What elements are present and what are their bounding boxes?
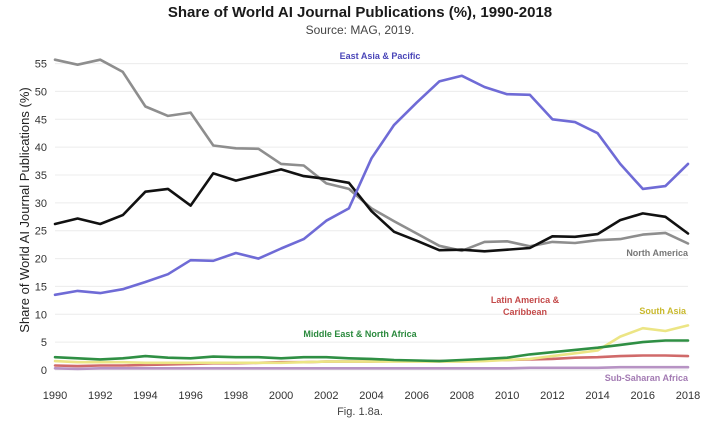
- series-line-middle-east-and-north-africa: [53, 339, 690, 363]
- series-label-caribbean: Caribbean: [503, 307, 547, 317]
- x-tick-label: 2010: [495, 390, 519, 402]
- y-tick-label: 50: [35, 86, 47, 98]
- y-tick-label: 10: [35, 309, 47, 321]
- series-lines: [53, 58, 690, 371]
- figure-caption: Fig. 1.8a.: [337, 406, 383, 418]
- series-line-unlabeled: [53, 168, 690, 253]
- x-tick-label: 1992: [88, 390, 112, 402]
- x-axis-ticks: 1990 1992 1994 1996 1998 2000 2002 2004 2006 2008…: [43, 390, 700, 402]
- series-label-east-asia-and-pacific: East Asia & Pacific: [340, 51, 421, 61]
- x-tick-label: 2014: [585, 390, 609, 402]
- y-tick-label: 15: [35, 281, 47, 293]
- x-tick-label: 1994: [133, 390, 157, 402]
- x-tick-label: 2012: [540, 390, 564, 402]
- x-tick-label: 1996: [178, 390, 202, 402]
- series-line-east-asia-and-pacific: [53, 74, 690, 297]
- y-tick-label: 5: [41, 337, 47, 349]
- series-line-north-america: [53, 58, 690, 253]
- y-axis-label: Share of World AI Journal Publications (…: [17, 87, 32, 332]
- x-tick-label: 2000: [269, 390, 293, 402]
- chart-title: Share of World AI Journal Publications (…: [167, 4, 553, 21]
- x-tick-label: 2008: [450, 390, 474, 402]
- y-tick-label: 35: [35, 170, 47, 182]
- y-tick-label: 55: [35, 59, 47, 71]
- series-label-middle-east-and-north-africa: Middle East & North Africa: [303, 329, 417, 339]
- series-label-sub-saharan-africa: Sub-Saharan Africa: [605, 373, 689, 383]
- y-tick-label: 45: [35, 114, 47, 126]
- y-tick-label: 0: [41, 365, 47, 377]
- x-tick-label: 2018: [676, 390, 700, 402]
- y-tick-label: 20: [35, 254, 47, 266]
- series-label-latin-america-and: Latin America &: [491, 295, 560, 305]
- x-tick-label: 1990: [43, 390, 67, 402]
- series-labels: East Asia & Pacific North America Latin Am…: [303, 51, 689, 383]
- y-tick-label: 40: [35, 142, 47, 154]
- series-line-south-asia: [53, 324, 690, 365]
- series-label-north-america: North America: [626, 248, 689, 258]
- chart-subtitle: Source: MAG, 2019.: [305, 23, 415, 37]
- y-axis-ticks: 0 5 10 15 20 25 30 35 40 45 50 55: [35, 59, 47, 377]
- y-tick-label: 25: [35, 226, 47, 238]
- x-tick-label: 1998: [224, 390, 248, 402]
- y-tick-label: 30: [35, 198, 47, 210]
- x-tick-label: 2016: [631, 390, 655, 402]
- gridlines: [55, 63, 688, 371]
- x-tick-label: 2006: [404, 390, 428, 402]
- x-tick-label: 2004: [359, 390, 383, 402]
- x-tick-label: 2002: [314, 390, 338, 402]
- series-label-south-asia: South Asia: [639, 306, 687, 316]
- series-line-sub-saharan-africa: [53, 365, 690, 371]
